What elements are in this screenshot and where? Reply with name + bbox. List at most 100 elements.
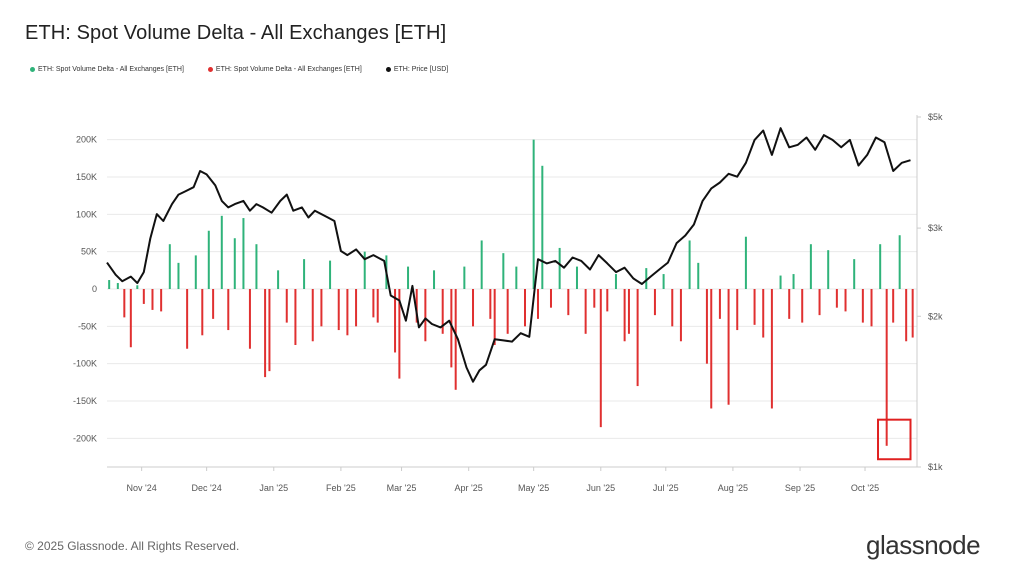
negative-delta-bar [320,289,323,327]
positive-delta-bar [207,230,210,289]
negative-delta-bar [142,289,145,304]
positive-delta-bar [541,165,544,289]
left-tick-label: -200K [73,433,97,443]
positive-delta-bar [329,260,332,289]
negative-delta-bar [671,289,674,327]
positive-delta-bar [532,139,535,289]
legend-dot-negative [207,67,213,72]
positive-delta-bar [303,259,306,289]
negative-delta-bar [268,289,271,372]
negative-delta-bar [160,289,163,312]
negative-delta-bar [311,289,314,342]
left-tick-label: -150K [73,396,97,406]
glassnode-logo: glassnode [866,530,981,560]
positive-delta-bar [433,270,436,289]
positive-delta-bar [480,240,483,289]
x-tick-label: Mar '25 [387,483,417,493]
negative-delta-bar [441,289,444,334]
positive-delta-bar [558,247,561,289]
negative-delta-bar [186,289,189,349]
negative-delta-bar [415,289,418,323]
legend: ETH: Spot Volume Delta - All Exchanges [… [30,66,448,73]
positive-delta-bar [827,250,830,289]
price-line [106,127,911,383]
left-tick-label: 150K [76,172,97,182]
right-tick-label: $2k [928,311,943,321]
positive-delta-bar [662,274,665,289]
negative-delta-bar [801,289,804,323]
positive-delta-bar [363,251,366,289]
negative-delta-bar [212,289,215,319]
legend-item-positive[interactable]: ETH: Spot Volume Delta - All Exchanges [… [30,66,184,73]
negative-delta-bar [398,289,401,379]
negative-delta-bar [623,289,626,342]
negative-delta-bar [472,289,475,327]
negative-delta-bar [450,289,453,368]
negative-delta-bar [788,289,791,319]
positive-delta-bar [898,235,901,289]
negative-delta-bar [376,289,379,323]
x-tick-label: Nov '24 [127,483,157,493]
x-tick-label: Jan '25 [259,483,288,493]
left-tick-label: 200K [76,135,97,145]
positive-delta-bar [116,283,119,289]
legend-label-negative: ETH: Spot Volume Delta - All Exchanges [… [215,66,362,73]
x-tick-label: Jul '25 [653,483,679,493]
negative-delta-bar [549,289,552,308]
negative-delta-bar [129,289,132,348]
negative-delta-bar [710,289,713,409]
negative-delta-bar [536,289,539,319]
negative-delta-bar [627,289,630,334]
negative-delta-bar [911,289,914,338]
negative-delta-bar [736,289,739,331]
positive-delta-bar [853,259,856,289]
positive-delta-bar [697,262,700,289]
negative-delta-bar [506,289,509,334]
positive-delta-bar [407,266,410,289]
legend-item-negative[interactable]: ETH: Spot Volume Delta - All Exchanges [… [207,66,362,73]
x-tick-label: May '25 [518,483,549,493]
negative-delta-bar [489,289,492,319]
legend-dot-price [385,67,391,72]
negative-delta-bar [870,289,873,327]
positive-delta-bar [242,218,245,289]
x-tick-label: Aug '25 [718,483,748,493]
negative-delta-bar [394,289,397,353]
copyright-text: © 2025 Glassnode. All Rights Reserved. [25,539,240,553]
right-tick-label: $5k [928,112,943,122]
negative-delta-bar [567,289,570,316]
negative-delta-bar [606,289,609,312]
negative-delta-bar [599,289,602,428]
negative-delta-bar [892,289,895,323]
x-tick-label: Apr '25 [455,483,483,493]
negative-delta-bar [337,289,340,331]
left-tick-label: -50K [78,321,97,331]
positive-delta-bar [614,274,617,289]
positive-delta-bar [277,270,280,289]
positive-delta-bar [177,262,180,289]
x-tick-label: Oct '25 [851,483,879,493]
x-tick-label: Jun '25 [586,483,615,493]
negative-delta-bar [727,289,730,405]
negative-delta-bar [753,289,756,325]
right-tick-label: $3k [928,223,943,233]
positive-delta-bar [792,274,795,289]
negative-delta-bar [151,289,154,310]
negative-delta-bar [770,289,773,409]
negative-delta-bar [905,289,908,342]
negative-delta-bar [372,289,375,318]
negative-delta-bar [593,289,596,308]
negative-delta-bar [248,289,251,349]
chart-title: ETH: Spot Volume Delta - All Exchanges [… [25,22,447,44]
positive-delta-bar [645,268,648,289]
legend-item-price[interactable]: ETH: Price [USD] [385,66,448,73]
negative-delta-bar [285,289,288,323]
positive-delta-bar [168,244,171,289]
left-tick-label: 50K [81,247,97,257]
negative-delta-bar [123,289,126,318]
highlight-box [877,418,912,461]
positive-delta-bar [220,215,223,289]
legend-label-positive: ETH: Spot Volume Delta - All Exchanges [… [38,66,184,73]
left-tick-label: -100K [73,359,97,369]
